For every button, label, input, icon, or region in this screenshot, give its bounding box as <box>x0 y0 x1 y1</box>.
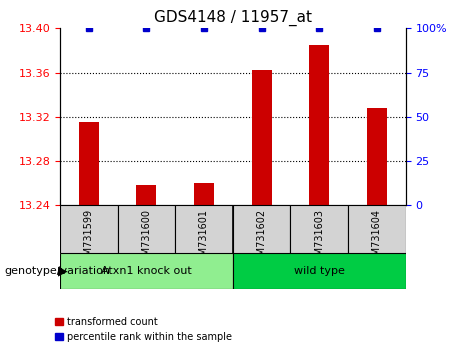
Text: genotype/variation: genotype/variation <box>5 266 111 276</box>
Bar <box>60 205 118 253</box>
Bar <box>118 205 175 253</box>
Bar <box>252 70 272 205</box>
Bar <box>79 122 99 205</box>
Bar <box>367 108 387 205</box>
Bar <box>136 185 156 205</box>
Bar <box>348 205 406 253</box>
Bar <box>233 253 406 289</box>
Bar <box>309 45 329 205</box>
Bar <box>233 205 290 253</box>
Text: wild type: wild type <box>294 266 345 276</box>
Text: GSM731600: GSM731600 <box>142 209 151 268</box>
Bar <box>290 205 348 253</box>
Text: GSM731602: GSM731602 <box>257 209 266 268</box>
Legend: transformed count, percentile rank within the sample: transformed count, percentile rank withi… <box>51 313 236 346</box>
Text: ▶: ▶ <box>58 264 67 277</box>
Text: Atxn1 knock out: Atxn1 knock out <box>101 266 192 276</box>
Title: GDS4148 / 11957_at: GDS4148 / 11957_at <box>154 9 312 25</box>
Bar <box>194 183 214 205</box>
Text: GSM731601: GSM731601 <box>199 209 209 268</box>
Text: GSM731599: GSM731599 <box>84 209 94 268</box>
Text: GSM731603: GSM731603 <box>314 209 324 268</box>
Bar <box>175 205 233 253</box>
Text: GSM731604: GSM731604 <box>372 209 382 268</box>
Bar <box>60 253 233 289</box>
